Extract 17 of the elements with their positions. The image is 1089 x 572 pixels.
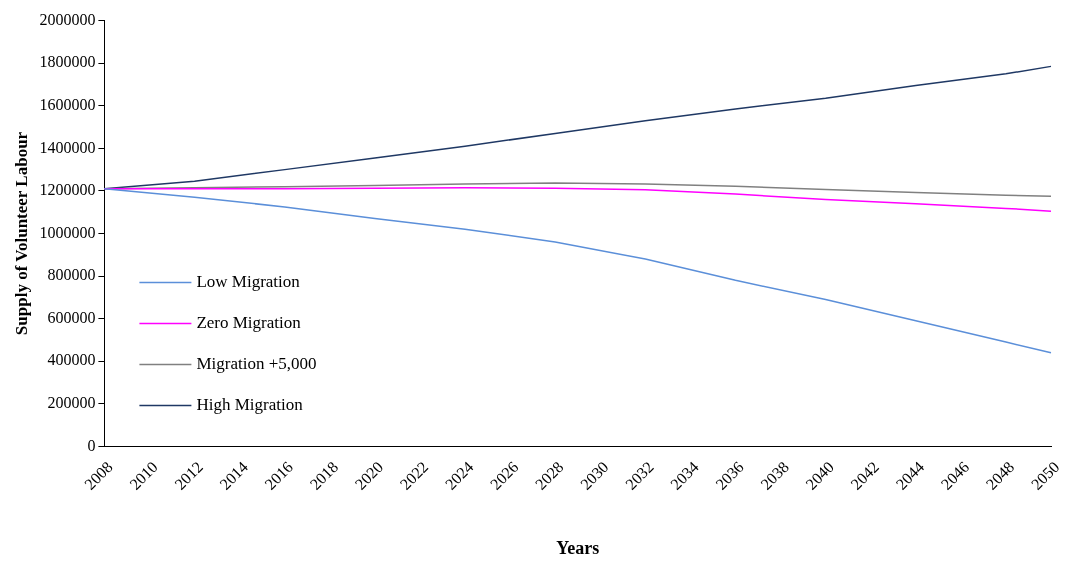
legend-label: Low Migration [196,271,301,291]
y-tick-label: 1600000 [39,95,96,113]
y-tick-label: 400000 [47,351,96,369]
y-tick-label: 800000 [47,266,96,284]
legend-label: Migration +5,000 [196,353,317,373]
y-tick-label: 1000000 [39,223,96,241]
y-tick-label: 2000000 [39,10,96,28]
y-tick-label: 1400000 [39,138,96,156]
x-axis-title: Years [556,537,600,558]
y-tick-label: 0 [87,436,96,454]
y-axis-title: Supply of Volunteer Labour [11,131,31,336]
y-tick-label: 600000 [47,308,96,326]
legend-label: High Migration [196,394,304,414]
y-tick-label: 1200000 [39,181,96,199]
y-tick-label: 200000 [47,394,96,412]
legend-label: Zero Migration [196,312,302,332]
y-tick-label: 1800000 [39,53,96,71]
